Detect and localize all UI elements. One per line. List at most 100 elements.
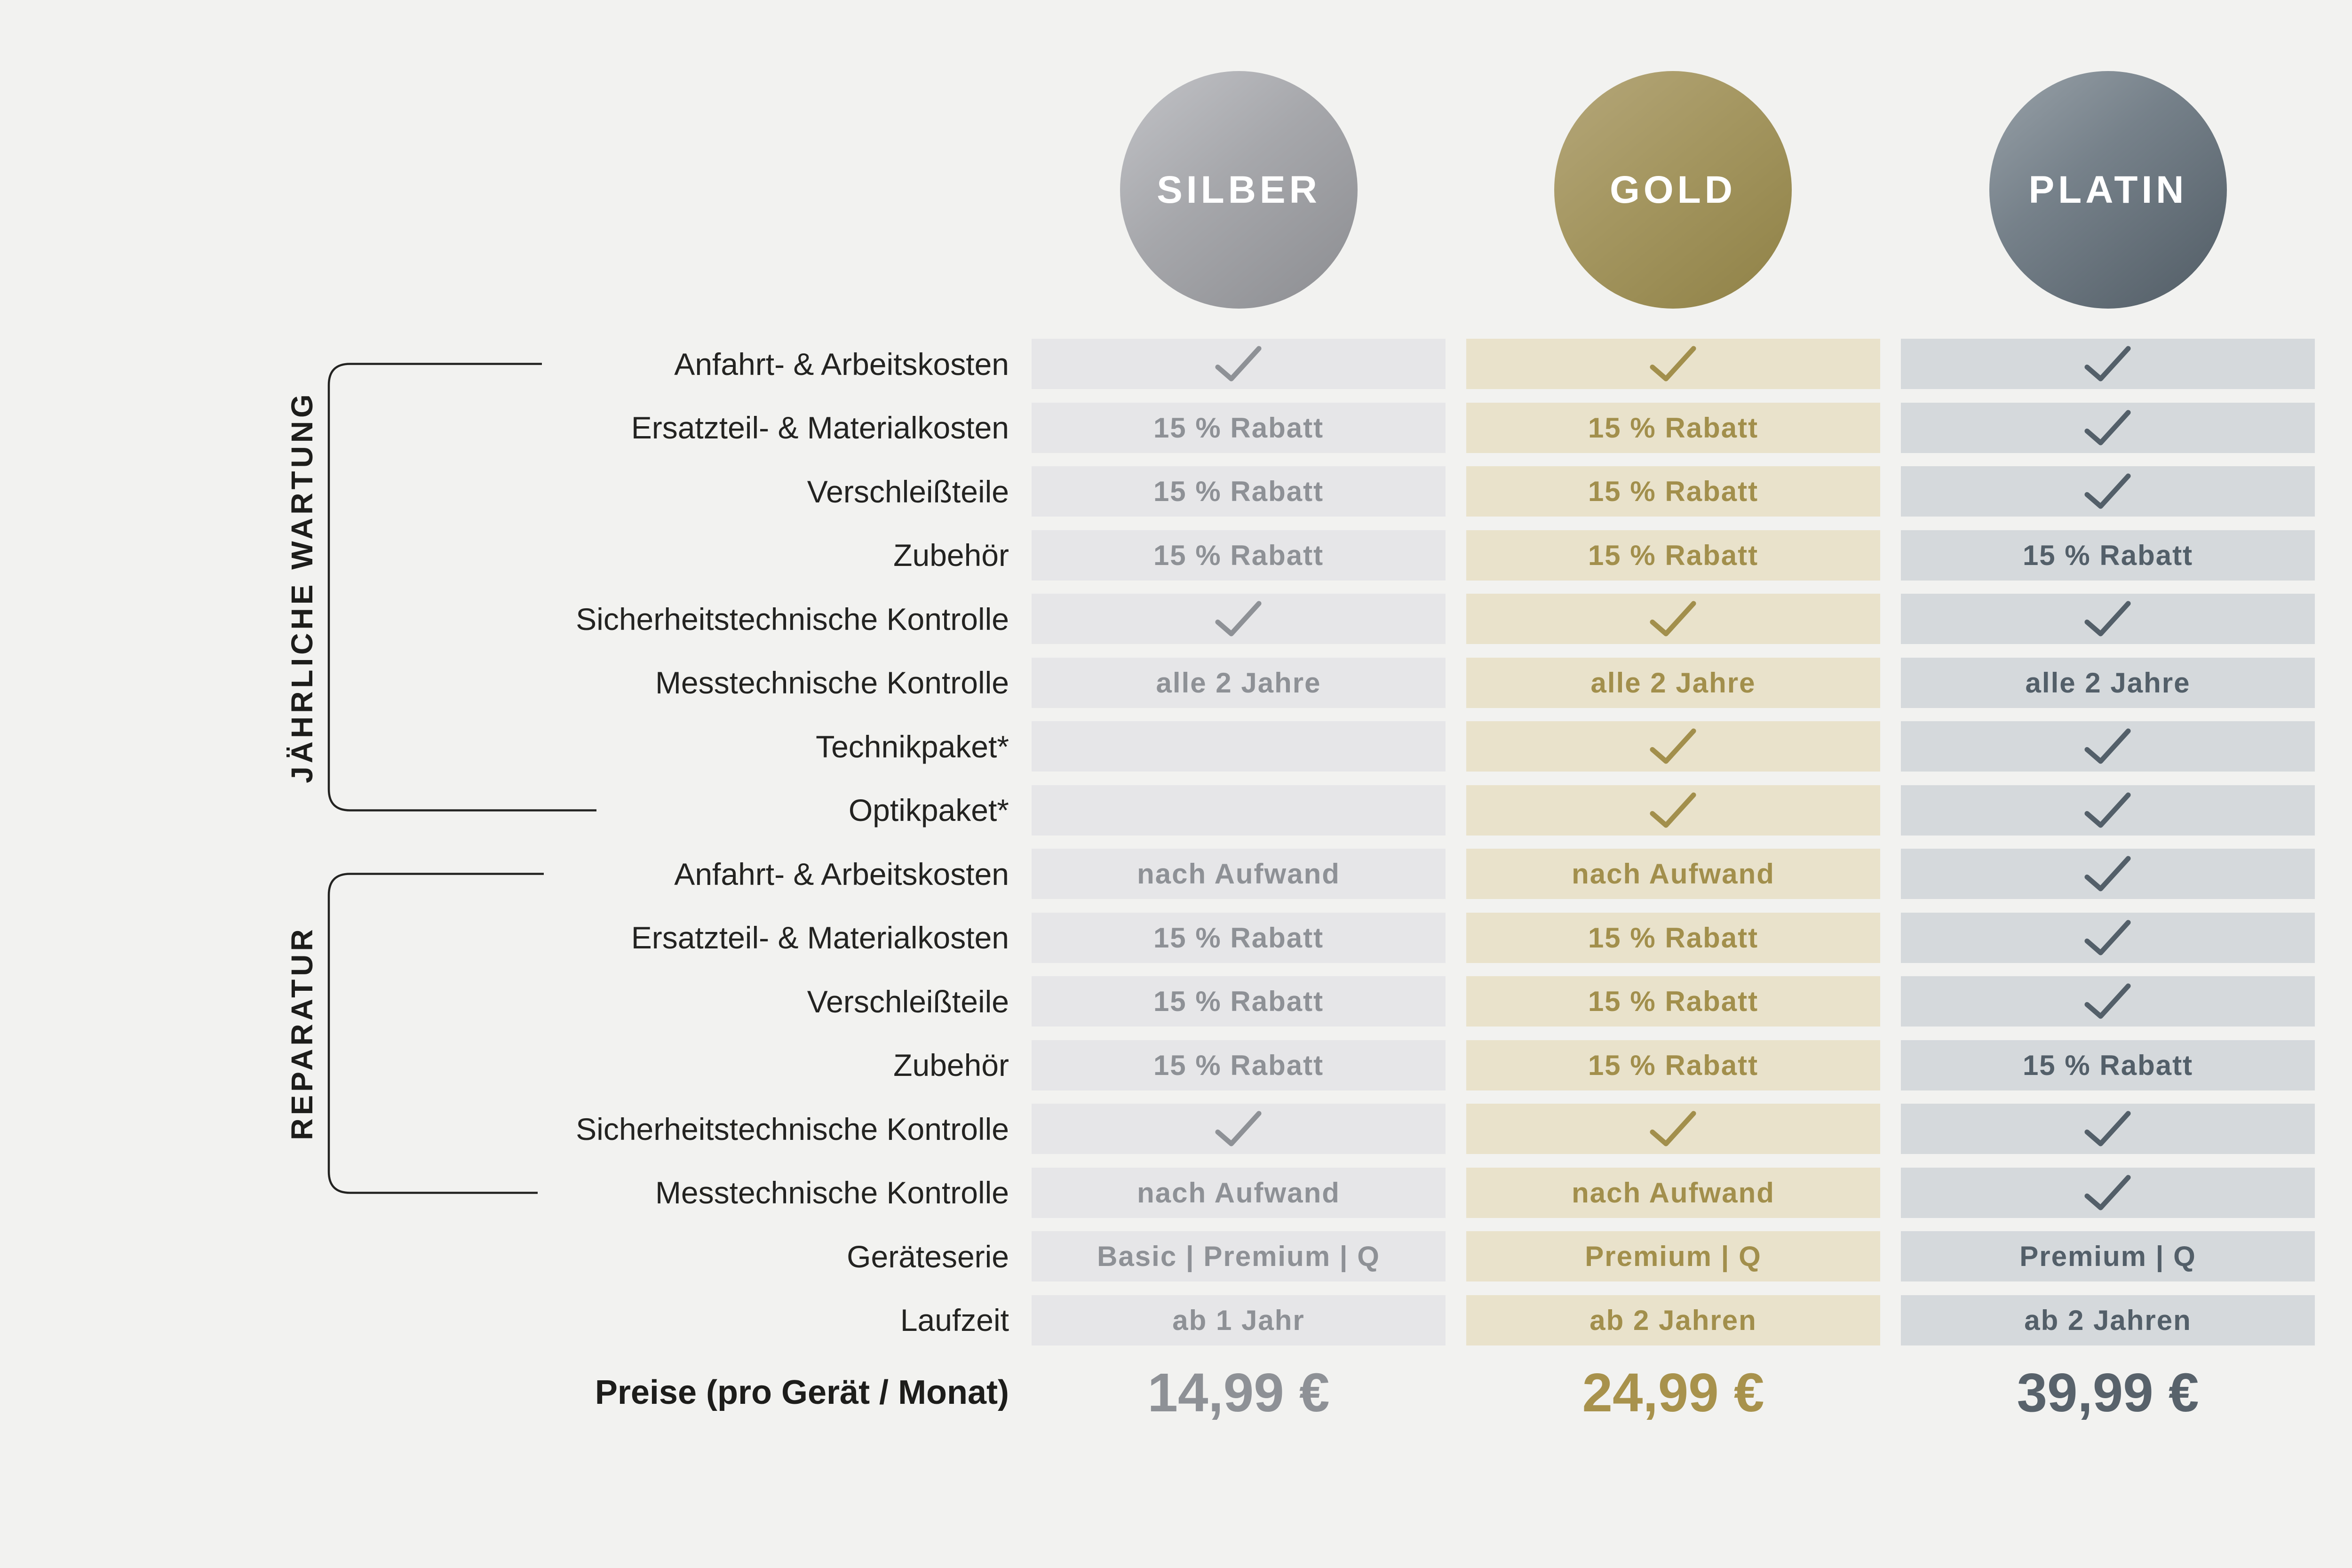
cell-gold: nach Aufwand [1466,849,1880,899]
cell-gold: 15 % Rabatt [1466,976,1880,1027]
cell-platin [1901,1104,2315,1154]
table-row: Ersatzteil- & Materialkosten 15 % Rabatt 1… [0,912,2352,963]
cell-platin [1901,976,2315,1027]
table-row: Sicherheitstechnische Kontrolle [0,1104,2352,1154]
cell-silber: alle 2 Jahre [1032,657,1446,708]
cell-silber: 15 % Rabatt [1032,466,1446,517]
table-row: Laufzeit ab 1 Jahr ab 2 Jahren ab 2 Jahren [0,1295,2352,1345]
tier-badge-gold: GOLD [1554,71,1792,309]
cell-platin [1901,721,2315,772]
check-icon [1215,1111,1262,1146]
cell-gold: 15 % Rabatt [1466,402,1880,453]
cell-platin [1901,339,2315,389]
table-row: Anfahrt- & Arbeitskosten nach Aufwand nach… [0,849,2352,899]
cell-gold: 15 % Rabatt [1466,530,1880,581]
check-icon [2084,983,2131,1019]
check-icon [2084,856,2131,891]
cell-platin [1901,785,2315,836]
check-icon [1215,601,1262,637]
check-icon [1650,601,1696,637]
check-icon [2084,792,2131,828]
cell-gold [1466,594,1880,644]
table-row: Anfahrt- & Arbeitskosten [0,339,2352,389]
price-gold: 24,99 € [1582,1362,1764,1423]
row-label: Verschleißteile [807,984,1009,1019]
cell-gold: ab 2 Jahren [1466,1295,1880,1345]
cell-gold: 15 % Rabatt [1466,1040,1880,1090]
cell-silber: 15 % Rabatt [1032,530,1446,581]
row-label: Optikpaket* [848,793,1009,828]
table-row: Technikpaket* [0,721,2352,772]
cell-silber: 15 % Rabatt [1032,912,1446,963]
cell-platin [1901,594,2315,644]
cell-silber: nach Aufwand [1032,1167,1446,1218]
table-row: Zubehör 15 % Rabatt 15 % Rabatt 15 % Rabatt [0,1040,2352,1090]
row-label: Sicherheitstechnische Kontrolle [576,1111,1009,1146]
cell-platin: 15 % Rabatt [1901,530,2315,581]
cell-silber: 15 % Rabatt [1032,402,1446,453]
row-label: Geräteserie [847,1239,1009,1274]
tier-badge-silber: SILBER [1120,71,1358,309]
check-icon [1650,728,1696,764]
check-icon [1650,1111,1696,1146]
cell-gold: Premium | Q [1466,1231,1880,1281]
price-platin: 39,99 € [2017,1362,2199,1423]
table-row: Messtechnische Kontrolle nach Aufwand nach… [0,1167,2352,1218]
cell-platin: 15 % Rabatt [1901,1040,2315,1090]
tier-badge-label: PLATIN [2028,168,2188,211]
row-label: Anfahrt- & Arbeitskosten [674,856,1009,891]
row-label: Technikpaket* [816,729,1009,764]
check-icon [2084,410,2131,446]
table-row: Geräteserie Basic | Premium | Q Premium | … [0,1231,2352,1281]
cell-gold [1466,339,1880,389]
cell-gold: nach Aufwand [1466,1167,1880,1218]
price-row-label: Preise (pro Gerät / Monat) [595,1374,1009,1411]
cell-platin [1901,466,2315,517]
cell-gold: 15 % Rabatt [1466,466,1880,517]
table-row: Messtechnische Kontrolle alle 2 Jahre alle… [0,657,2352,708]
tier-badge-label: SILBER [1157,168,1321,211]
check-icon [1650,792,1696,828]
check-icon [2084,728,2131,764]
table-row: Optikpaket* [0,785,2352,836]
tier-badge-label: GOLD [1610,168,1736,211]
cell-platin [1901,849,2315,899]
check-icon [2084,601,2131,637]
cell-silber [1032,594,1446,644]
cell-silber [1032,785,1446,836]
tier-badge-platin: PLATIN [1989,71,2227,309]
row-label: Zubehör [893,1048,1009,1082]
row-label: Anfahrt- & Arbeitskosten [674,346,1009,382]
check-icon [2084,473,2131,509]
check-icon [1215,346,1262,382]
check-icon [2084,346,2131,382]
check-icon [2084,920,2131,955]
row-label: Laufzeit [900,1303,1009,1337]
cell-gold [1466,721,1880,772]
cell-gold [1466,1104,1880,1154]
cell-silber [1032,721,1446,772]
row-label: Messtechnische Kontrolle [655,665,1009,700]
cell-silber: Basic | Premium | Q [1032,1231,1446,1281]
cell-silber: nach Aufwand [1032,849,1446,899]
cell-silber: 15 % Rabatt [1032,976,1446,1027]
check-icon [2084,1111,2131,1146]
table-row: Zubehör 15 % Rabatt 15 % Rabatt 15 % Rabatt [0,530,2352,581]
row-label: Zubehör [893,538,1009,573]
cell-gold: 15 % Rabatt [1466,912,1880,963]
cell-platin [1901,1167,2315,1218]
check-icon [2084,1175,2131,1210]
check-icon [1650,346,1696,382]
row-label: Ersatzteil- & Materialkosten [631,920,1009,955]
cell-platin: ab 2 Jahren [1901,1295,2315,1345]
table-row: Sicherheitstechnische Kontrolle [0,594,2352,644]
cell-silber: 15 % Rabatt [1032,1040,1446,1090]
row-label: Ersatzteil- & Materialkosten [631,410,1009,445]
cell-platin [1901,402,2315,453]
table-row: Ersatzteil- & Materialkosten 15 % Rabatt 1… [0,402,2352,453]
cell-silber [1032,339,1446,389]
cell-gold [1466,785,1880,836]
row-label: Sicherheitstechnische Kontrolle [576,601,1009,637]
cell-platin: Premium | Q [1901,1231,2315,1281]
